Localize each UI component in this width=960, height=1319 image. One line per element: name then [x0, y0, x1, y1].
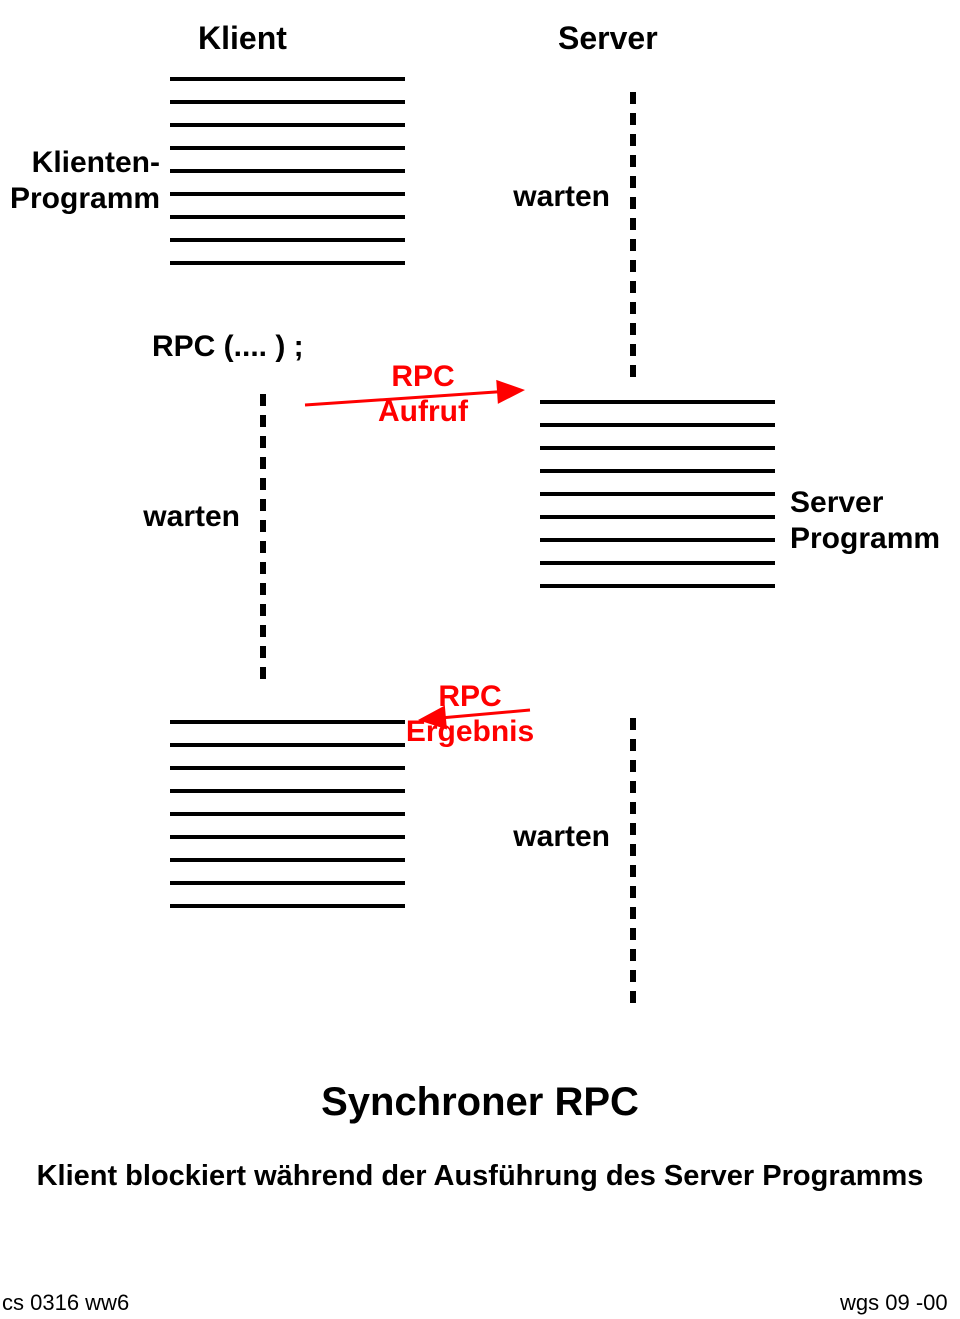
dashed-server-wait-1: [630, 92, 636, 392]
arrow-rpc-return: [388, 680, 560, 750]
label-warten-3: warten: [490, 820, 610, 854]
codeblock-server: [540, 400, 775, 588]
dashed-server-wait-2: [630, 718, 636, 1018]
codeblock-klient-2: [170, 720, 405, 908]
label-warten-2: warten: [120, 500, 240, 534]
heading-klient: Klient: [198, 20, 287, 57]
dashed-klient-wait: [260, 394, 266, 694]
label-rpc-call: RPC (.... ) ;: [152, 330, 352, 364]
label-klienten-programm: Klienten-Programm: [10, 145, 160, 217]
label-warten-1: warten: [490, 180, 610, 214]
diagram-title: Synchroner RPC: [0, 1080, 960, 1125]
label-server-programm: ServerProgramm: [790, 485, 950, 557]
diagram-subtitle: Klient blockiert während der Ausführung …: [0, 1160, 960, 1193]
codeblock-klient-1: [170, 77, 405, 265]
footer-right: wgs 09 -00: [840, 1290, 948, 1316]
arrow-rpc-call: [275, 360, 555, 435]
heading-server: Server: [558, 20, 658, 57]
footer-left: cs 0316 ww6: [2, 1290, 129, 1316]
